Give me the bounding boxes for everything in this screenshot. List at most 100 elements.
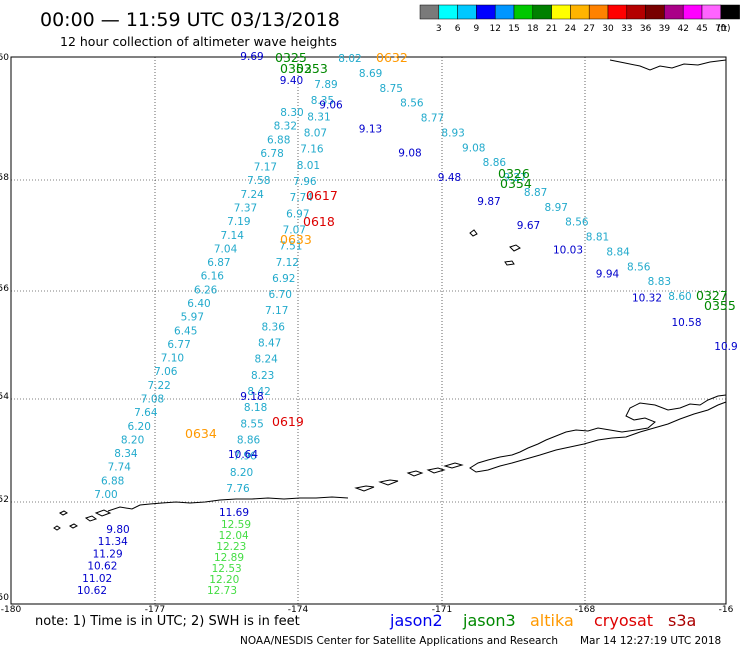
scale-swatch (494, 4, 515, 20)
swh-value: 8.34 (114, 448, 138, 460)
swh-value: 5.97 (181, 312, 204, 324)
swh-value: 12.59 (221, 519, 251, 531)
swh-value: 7.19 (227, 216, 250, 228)
swh-value: 7.22 (147, 380, 170, 392)
swh-value: 10.64 (228, 449, 258, 461)
pass-label: 0326 (498, 166, 530, 181)
swh-value: 10.62 (77, 585, 107, 597)
chart-subtitle: 12 hour collection of altimeter wave hei… (60, 34, 337, 49)
swh-value: 7.08 (141, 394, 164, 406)
swh-value: 8.56 (400, 98, 424, 110)
scale-label: 9 (474, 24, 480, 34)
swh-value: 7.37 (234, 203, 257, 215)
scale-label: 30 (602, 24, 614, 34)
swh-value: 8.47 (258, 338, 281, 350)
swh-value: 6.70 (269, 289, 292, 301)
scale-swatch (551, 4, 571, 20)
scale-swatch (664, 4, 684, 20)
swh-value: 12.04 (219, 530, 249, 542)
swh-value: 6.88 (267, 134, 290, 146)
swh-value: 9.06 (319, 99, 343, 111)
swh-value: 8.20 (121, 434, 144, 446)
note-text: note: 1) Time is in UTC; 2) SWH is in fe… (35, 614, 300, 629)
scale-swatch (720, 4, 740, 20)
scale-swatch (626, 4, 646, 20)
pass-label: 0634 (185, 426, 217, 441)
scale-swatch (532, 4, 552, 20)
scale-swatch (701, 4, 722, 20)
swh-value: 6.88 (101, 475, 124, 487)
scale-label: 42 (677, 24, 688, 34)
footer-timestamp: Mar 14 12:27:19 UTC 2018 (580, 635, 721, 647)
swh-value: 6.87 (207, 257, 230, 269)
lat-tick-label: 56 (0, 284, 9, 294)
swh-value: 7.04 (214, 243, 238, 255)
pass-label: 0618 (303, 214, 335, 229)
swh-value: 8.86 (237, 435, 261, 447)
swh-value: 7.10 (161, 353, 184, 365)
swh-value: 11.29 (93, 548, 123, 560)
swh-value: 12.89 (214, 552, 244, 564)
swh-value: 9.67 (517, 220, 540, 232)
swh-value: 8.75 (380, 83, 403, 95)
scale-unit: (ft) (717, 24, 731, 34)
pass-label: 0632 (376, 50, 408, 65)
swh-value: 8.20 (230, 467, 253, 479)
swh-value: 7.51 (279, 241, 302, 253)
scale-swatch (457, 4, 477, 20)
swh-value: 8.30 (280, 107, 303, 119)
scale-swatch (570, 4, 590, 20)
swh-value: 8.02 (338, 53, 361, 65)
swh-value: 6.16 (201, 271, 225, 283)
lat-tick-label: 60 (0, 53, 9, 63)
swh-value: 9.80 (106, 524, 129, 536)
scale-label: 18 (527, 24, 539, 34)
lon-tick-label: -174 (288, 605, 309, 615)
swh-value: 8.77 (421, 113, 444, 125)
scale-label: 21 (546, 24, 557, 34)
scale-swatch (645, 4, 665, 20)
swh-value: 10.03 (553, 244, 583, 256)
swh-value: 8.81 (586, 232, 609, 244)
swh-value: 7.96 (233, 451, 257, 463)
swh-value: 8.69 (359, 68, 382, 80)
swh-value: 7.17 (254, 162, 277, 174)
swh-value: 8.56 (627, 261, 651, 273)
scale-label: 33 (621, 24, 632, 34)
swh-value: 6.26 (194, 284, 218, 296)
color-scale: 3 6 9 12 15 18 21 24 27 30 33 36 39 42 45 70(ft) (419, 4, 740, 34)
swh-value: 7.17 (265, 305, 288, 317)
swh-value: 6.77 (167, 339, 190, 351)
footer-credit: NOAA/NESDIS Center for Satellite Applica… (240, 635, 558, 647)
swh-value: 11.02 (82, 573, 112, 585)
swh-value: 8.35 (311, 95, 334, 107)
swh-value: 8.24 (254, 354, 278, 366)
swh-value: 7.89 (314, 79, 337, 91)
swh-value: 12.23 (216, 541, 246, 553)
swh-value: 8.07 (304, 127, 327, 139)
swh-value: 8.18 (244, 402, 267, 414)
swh-value: 7.24 (240, 189, 264, 201)
swh-value: 9.94 (596, 269, 620, 281)
pass-label: 0325 (275, 50, 307, 65)
swh-value: 6.40 (187, 298, 210, 310)
swh-value: 7.07 (283, 224, 306, 236)
scale-label: 6 (455, 24, 461, 34)
swh-value: 7.96 (293, 176, 317, 188)
swh-value: 7.76 (226, 483, 250, 495)
scale-swatch (682, 4, 703, 20)
lon-tick-label: -171 (432, 605, 452, 615)
mission-legend-item: jason3 (462, 611, 516, 630)
lon-tick-label: -16 (719, 605, 734, 615)
swh-value: 7.06 (154, 366, 178, 378)
swh-value: 9.69 (240, 51, 263, 63)
swh-value: 8.23 (251, 370, 274, 382)
pass-label: 0633 (280, 232, 312, 247)
swh-value: 6.45 (174, 325, 197, 337)
swh-value: 8.87 (524, 187, 547, 199)
pass-label: 0617 (306, 188, 338, 203)
scale-swatch (513, 4, 534, 20)
swh-value: 12.73 (207, 585, 237, 597)
